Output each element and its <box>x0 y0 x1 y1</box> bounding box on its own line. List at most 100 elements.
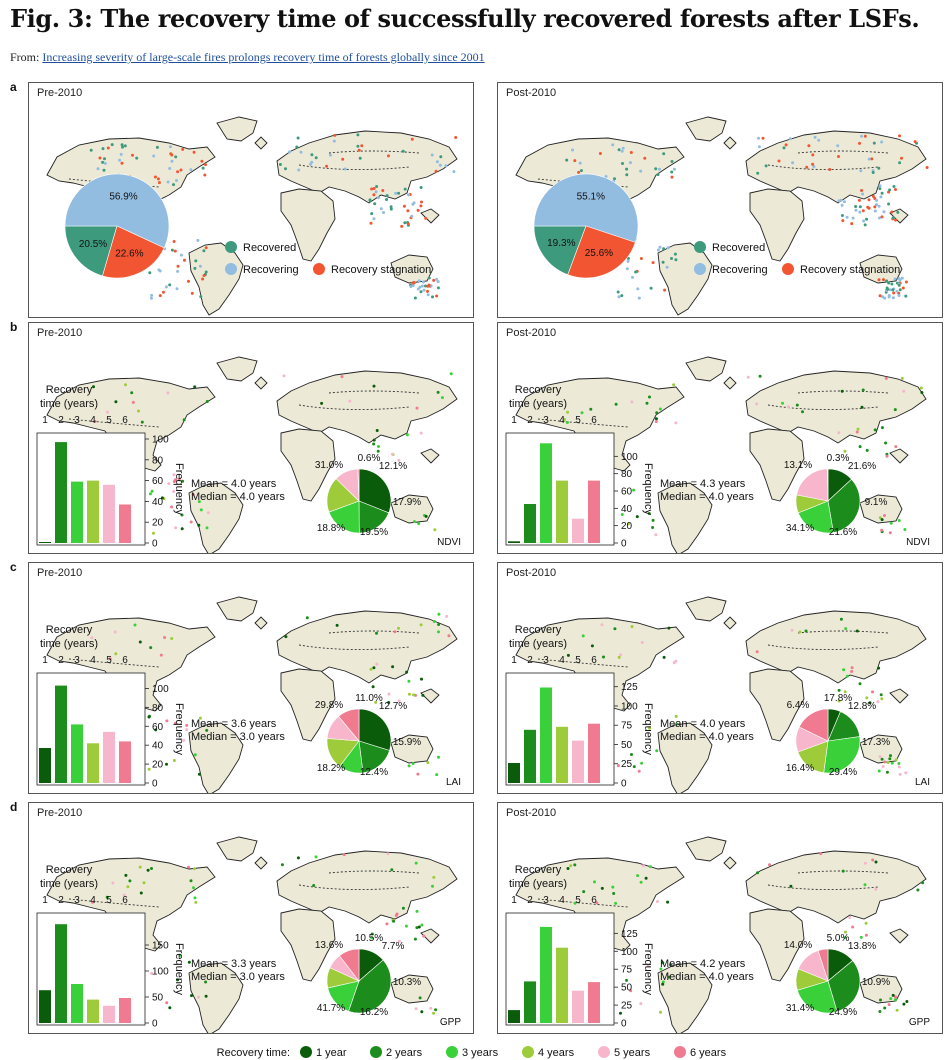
fire-point <box>904 294 908 298</box>
bin-label: 5 <box>575 895 581 906</box>
land-mass <box>420 208 440 224</box>
index-label: GPP <box>909 1017 930 1028</box>
fire-point <box>105 895 109 899</box>
fire-point <box>391 452 394 456</box>
fire-point <box>437 630 440 634</box>
land-mass <box>254 376 268 390</box>
fire-point <box>173 249 177 253</box>
fire-point <box>445 614 449 618</box>
fire-point <box>888 757 892 761</box>
fire-point <box>432 620 436 623</box>
y-tick-label: 100 <box>152 435 169 446</box>
fire-point <box>636 287 640 291</box>
fire-point <box>93 419 97 423</box>
fire-point <box>755 650 759 654</box>
fire-point <box>667 975 671 979</box>
fire-point <box>187 279 190 283</box>
fire-point <box>662 655 666 659</box>
bin-label: 2 <box>58 415 64 426</box>
fire-point <box>756 171 760 175</box>
article-link[interactable]: Increasing severity of large-scale fires… <box>42 50 485 64</box>
pie-label: 34.1% <box>786 523 814 534</box>
period-label: Pre-2010 <box>37 567 83 579</box>
fire-point <box>172 490 176 493</box>
fire-point <box>118 158 122 162</box>
fire-point <box>147 767 151 771</box>
fire-point <box>813 135 817 139</box>
fire-point <box>376 449 380 453</box>
bin-label: 1 <box>42 415 48 426</box>
fire-point <box>377 445 380 448</box>
land-mass <box>390 734 434 764</box>
pie-slice <box>567 225 636 279</box>
fire-point <box>843 930 847 934</box>
pie-label: 31.0% <box>315 460 343 471</box>
fire-point <box>897 519 901 522</box>
fire-point <box>131 400 135 404</box>
fire-point <box>661 980 665 984</box>
fire-point <box>165 719 169 723</box>
fire-point <box>632 765 636 769</box>
fire-point <box>865 448 869 452</box>
fire-point <box>111 881 115 885</box>
fire-point <box>431 295 434 299</box>
fire-point <box>296 856 300 860</box>
bin-label: 6 <box>591 655 597 666</box>
fire-point <box>880 140 884 144</box>
period-label: Post-2010 <box>506 87 557 99</box>
fire-point <box>430 153 434 157</box>
country-border <box>328 630 420 634</box>
fire-point <box>170 159 174 163</box>
fire-point <box>893 998 897 1002</box>
y-tick-label: 125 <box>621 929 638 940</box>
fire-point <box>593 880 596 884</box>
fire-point <box>663 288 667 292</box>
fire-point <box>874 887 878 891</box>
histogram-bar <box>588 480 600 543</box>
bin-label: 4 <box>559 895 565 906</box>
y-tick-label: 25 <box>621 759 633 770</box>
index-label: LAI <box>446 777 461 788</box>
fire-point <box>569 864 573 868</box>
y-tick-label: 100 <box>621 947 638 958</box>
fire-point <box>122 893 126 897</box>
histogram-bar <box>55 924 67 1023</box>
fire-point <box>904 280 908 284</box>
fire-point <box>666 900 670 904</box>
fire-point <box>187 865 190 869</box>
fire-point <box>432 875 436 879</box>
fire-point <box>842 668 846 672</box>
fire-point <box>900 276 904 280</box>
fire-point <box>163 636 167 639</box>
fire-point <box>844 627 848 631</box>
fire-point <box>194 259 198 263</box>
bin-label: 6 <box>122 415 128 426</box>
period-label: Post-2010 <box>506 807 557 819</box>
fire-point <box>877 204 881 208</box>
fire-point <box>420 677 423 681</box>
bin-label: 5 <box>575 655 581 666</box>
index-label: NDVI <box>906 537 930 548</box>
fire-point <box>889 997 893 1001</box>
bin-label: 3 <box>543 655 549 666</box>
panel-label-a: a <box>10 80 17 94</box>
fire-point <box>183 258 186 262</box>
fire-point <box>375 631 378 635</box>
land-mass <box>216 836 258 862</box>
fire-point <box>108 657 112 661</box>
fire-point <box>155 145 159 149</box>
fire-point <box>882 210 886 214</box>
fire-point <box>641 864 645 868</box>
fire-point <box>335 623 339 627</box>
y-tick-label: 50 <box>152 993 164 1004</box>
panel-b-post-2010: Recovery time (years) 1 2 3 4 5 6 0 20 40 60 80 100 Fr… <box>497 322 943 554</box>
fire-point <box>871 858 875 862</box>
fire-point <box>165 1001 169 1005</box>
fire-point <box>166 180 170 184</box>
histogram-bar <box>103 731 115 783</box>
fire-point <box>654 533 658 537</box>
fire-point <box>411 284 415 287</box>
fire-point <box>369 221 373 225</box>
land-mass <box>280 908 336 982</box>
histogram-bar <box>39 542 51 543</box>
